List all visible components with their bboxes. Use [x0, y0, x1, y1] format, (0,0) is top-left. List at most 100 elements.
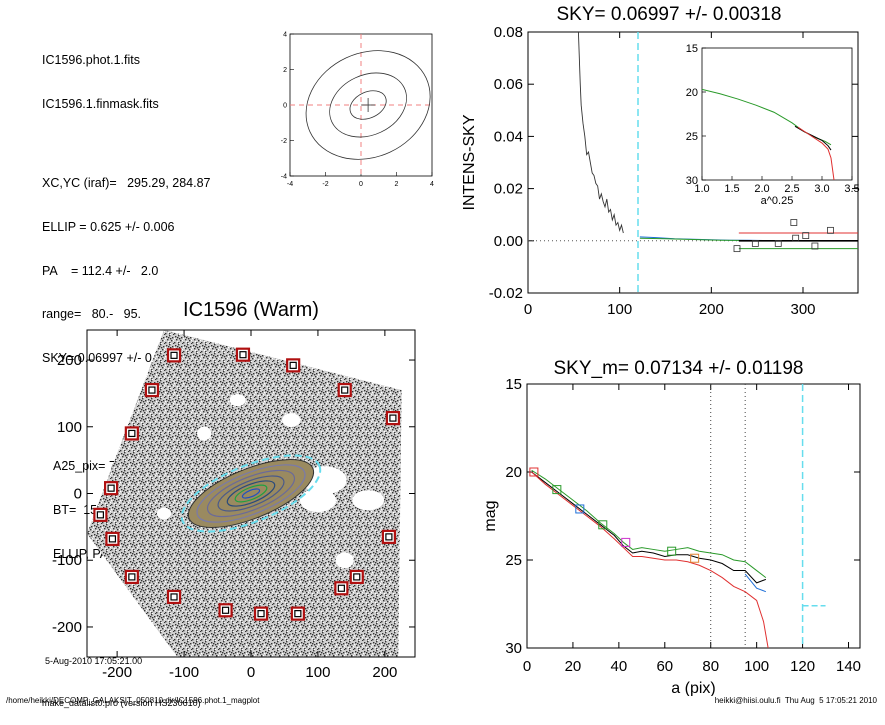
sky-box-marker [103, 481, 119, 496]
galaxy-isophote [234, 484, 268, 503]
contour-level [349, 90, 387, 120]
sky-sample-square [827, 226, 834, 234]
mask-blob [156, 507, 171, 520]
contour-xtick-label: 0 [359, 181, 363, 188]
inset-xtick-label: 1.0 [694, 183, 709, 195]
sky-box-inner [170, 593, 178, 601]
mag-ytick-label: 30 [505, 640, 522, 657]
mag-xtick-label: 0 [523, 658, 531, 675]
sky-box-inner [107, 484, 115, 492]
info-program: make_datalist0.pro (version HS230610) [42, 698, 201, 709]
sky-profile-line [577, 32, 624, 234]
mask-blob [282, 413, 301, 428]
sky-box-marker [218, 603, 233, 618]
info-ellip: ELLIP = 0.625 +/- 0.006 [42, 219, 175, 234]
image-ytick-label: -100 [52, 552, 82, 569]
galaxy-isophote [217, 475, 285, 512]
sky-box-inner [353, 573, 361, 581]
info-range: range= 80.- 95. [42, 307, 142, 322]
mag-ytick-label: 20 [505, 464, 522, 481]
sky-box-inner [108, 535, 117, 543]
mag-series-line [531, 471, 769, 648]
mag-sample-square [552, 485, 562, 495]
inset-ytick-label: 20 [686, 87, 698, 99]
mask-blob [197, 426, 212, 441]
sky-frame [527, 31, 859, 294]
mag-sample-square [598, 520, 608, 530]
mag-xtick-label: 140 [836, 658, 861, 675]
sky-box-marker [124, 569, 139, 585]
mag-xtick-label: 120 [790, 658, 815, 675]
contour-level [305, 50, 431, 160]
contour-ytick-label: 0 [283, 103, 287, 110]
mask-blob [335, 552, 354, 569]
sky-box-inner [148, 386, 156, 394]
image-ytick-label: 0 [74, 486, 82, 503]
mask-blob [352, 490, 385, 511]
mag-sample-square [575, 504, 585, 514]
info-xcyc: XC,YC (iraf)= 295.29, 284.87 [42, 175, 211, 190]
sky-ytick-label: 0.02 [494, 181, 523, 198]
mag-ytick-label: 25 [505, 552, 522, 569]
sky-title: SKY= 0.06997 +/- 0.00318 [556, 4, 781, 25]
sky-box-inner [128, 429, 136, 438]
sky-sample-square [774, 240, 782, 247]
inset-xtick-label: 2.5 [784, 183, 799, 195]
sky-box-marker [105, 531, 120, 546]
sky-sample-square [790, 219, 798, 226]
sky-box-marker [166, 589, 182, 605]
sky-box-marker [385, 410, 401, 426]
contour-xtick-label: -4 [287, 181, 293, 188]
inset-xlabel: a^0.25 [761, 195, 794, 207]
inset-xtick-label: 3.0 [814, 183, 829, 195]
sky-box-inner [341, 386, 349, 394]
image-ytick-label: 200 [57, 352, 82, 369]
sky-box-marker [253, 606, 269, 621]
mag-plot-area [529, 384, 826, 648]
inset-xtick-label: 2.0 [754, 183, 769, 195]
sky-box-marker [381, 529, 396, 544]
sky-sample-square [811, 242, 819, 250]
mag-ytick-label: 15 [505, 376, 522, 393]
sky-box-marker [235, 347, 251, 362]
sky-ytick-label: 0.00 [494, 233, 523, 250]
sky-box-marker [337, 382, 352, 398]
inset-plot-area [702, 88, 835, 180]
mag-xtick-label: 80 [702, 658, 719, 675]
mag-frame [526, 383, 861, 649]
mag-sample-square [690, 553, 700, 563]
info-file2: IC1596.1.finmask.fits [42, 96, 159, 111]
inset-xtick-label: 1.5 [724, 183, 739, 195]
sky-xtick-label: 300 [790, 301, 815, 318]
contour-xtick-label: 2 [395, 181, 399, 188]
sky-box-inner [385, 533, 393, 541]
contour-ytick-label: 4 [283, 32, 287, 39]
contour-ytick-label: -4 [281, 174, 287, 181]
galaxy-isophote [241, 488, 261, 499]
mag-xlabel: a (pix) [671, 680, 715, 696]
galaxy-image-plot: IC1596 (Warm) -200 -100 0 100 200 -200 -100 0 100… [52, 299, 416, 681]
image-title: IC1596 (Warm) [183, 299, 319, 321]
contour-level [329, 72, 407, 138]
sky-ytick-label: 0.04 [494, 128, 523, 145]
sky-box-inner [221, 606, 230, 614]
sky-sample-square [751, 240, 759, 247]
mag-xtick-label: 40 [611, 658, 628, 675]
info-date: 5-Aug-2010 17:05:21.00 [45, 655, 143, 666]
sky-ylabel: INTENS-SKY [461, 114, 478, 210]
galaxy-isophote [206, 469, 296, 518]
sky-box-inner [389, 414, 397, 422]
sky-box-inner [96, 511, 104, 519]
sky-box-marker [290, 606, 305, 621]
contour-lines [305, 50, 431, 160]
sky-xtick-label: 100 [607, 301, 632, 318]
mag-xtick-label: 20 [565, 658, 582, 675]
sky-box-inner [294, 610, 302, 618]
mag-profile-plot: SKY_m= 0.07134 +/- 0.01198 a (pix) mag 0 20 4… [482, 358, 861, 696]
mag-sample-square [667, 546, 677, 556]
galaxy-isophote [196, 464, 306, 523]
mag-title: SKY_m= 0.07134 +/- 0.01198 [554, 358, 804, 379]
sky-sample-square [733, 245, 741, 253]
sky-box-marker [124, 426, 139, 441]
sky-sample-square [792, 234, 800, 242]
